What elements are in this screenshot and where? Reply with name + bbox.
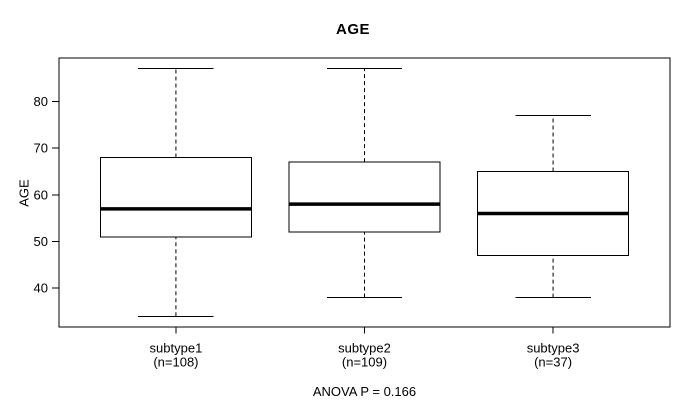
iqr-box xyxy=(99,156,252,238)
iqr-box xyxy=(288,161,441,233)
y-tick-label: 40 xyxy=(34,281,48,296)
anova-annotation: ANOVA P = 0.166 xyxy=(312,384,417,399)
box-group-subtype2: subtype2(n=109) xyxy=(288,68,441,370)
box-group-subtype3: subtype3(n=37) xyxy=(477,114,630,370)
group-sublabel: (n=108) xyxy=(153,355,198,370)
y-tick-label: 50 xyxy=(34,234,48,249)
group-label: subtype3 xyxy=(527,341,580,356)
group-label: subtype2 xyxy=(338,341,391,356)
y-tick-label: 60 xyxy=(34,187,48,202)
group-label: subtype1 xyxy=(150,341,203,356)
group-sublabel: (n=109) xyxy=(342,355,387,370)
chart-title: AGE xyxy=(335,21,370,38)
y-tick-label: 70 xyxy=(34,141,48,156)
y-tick-label: 80 xyxy=(34,94,48,109)
box-group-subtype1: subtype1(n=108) xyxy=(99,68,252,370)
group-sublabel: (n=37) xyxy=(534,355,572,370)
